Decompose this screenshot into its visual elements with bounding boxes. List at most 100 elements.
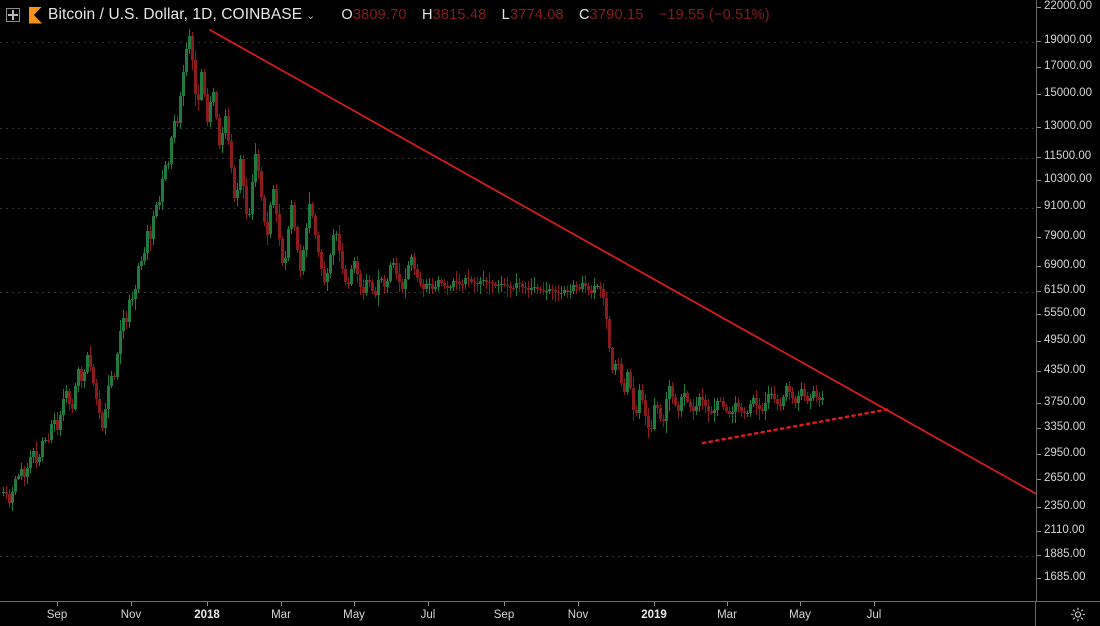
time-tick-mark bbox=[57, 602, 58, 606]
candle-body bbox=[71, 403, 74, 409]
candle-body bbox=[377, 279, 380, 296]
candle-body bbox=[530, 288, 533, 290]
candle-body bbox=[779, 403, 782, 407]
price-tick-mark bbox=[1037, 157, 1041, 158]
candle-body bbox=[353, 261, 356, 269]
candle-body bbox=[17, 475, 20, 479]
candle-body bbox=[293, 204, 296, 228]
time-tick-label: May bbox=[343, 609, 365, 621]
candle-body bbox=[410, 257, 413, 265]
candle-body bbox=[200, 72, 203, 100]
time-tick-label: Mar bbox=[717, 609, 737, 621]
candle-body bbox=[728, 411, 731, 414]
candle-body bbox=[494, 284, 497, 286]
gridline bbox=[0, 292, 1036, 293]
candle-body bbox=[761, 408, 764, 411]
candle-wick bbox=[708, 399, 709, 423]
candle-body bbox=[452, 280, 455, 288]
candle-body bbox=[113, 375, 116, 377]
candle-body bbox=[464, 278, 467, 285]
candle-body bbox=[443, 282, 446, 287]
price-tick-mark bbox=[1037, 127, 1041, 128]
price-tick-mark bbox=[1037, 41, 1041, 42]
candle-body bbox=[290, 204, 293, 230]
gear-icon[interactable] bbox=[1070, 606, 1087, 623]
candle-body bbox=[95, 383, 98, 399]
candle-body bbox=[257, 153, 260, 172]
candle-wick bbox=[561, 286, 562, 300]
candle-body bbox=[518, 282, 521, 284]
candle-body bbox=[101, 412, 104, 428]
candle-wick bbox=[543, 281, 544, 295]
candle-body bbox=[533, 287, 536, 289]
candle-body bbox=[356, 261, 359, 274]
candle-body bbox=[536, 287, 539, 289]
candle-body bbox=[344, 269, 347, 283]
candle-body bbox=[176, 120, 179, 124]
ascending-support-trendline[interactable] bbox=[701, 407, 892, 445]
time-tick-mark bbox=[354, 602, 355, 606]
candle-body bbox=[575, 285, 578, 288]
candle-body bbox=[236, 190, 239, 198]
descending-trendline[interactable] bbox=[209, 29, 1036, 496]
candle-body bbox=[80, 369, 83, 381]
axis-divider bbox=[1035, 602, 1036, 626]
candle-body bbox=[473, 281, 476, 284]
candle-body bbox=[737, 402, 740, 408]
time-axis[interactable]: Sep Nov 2018 Mar May Jul Sep Nov 2019 Mar May Jul bbox=[0, 601, 1100, 626]
price-tick-mark bbox=[1037, 237, 1041, 238]
candle-body bbox=[707, 406, 710, 411]
candle-body bbox=[119, 331, 122, 354]
candle-body bbox=[272, 189, 275, 206]
candle-body bbox=[704, 399, 707, 407]
candle-body bbox=[215, 92, 218, 118]
candle-body bbox=[53, 419, 56, 425]
candle-wick bbox=[480, 277, 481, 294]
candle-wick bbox=[636, 405, 637, 416]
candle-body bbox=[641, 390, 644, 400]
price-tick-mark bbox=[1037, 94, 1041, 95]
candle-body bbox=[659, 407, 662, 419]
candle-body bbox=[506, 284, 509, 287]
candle-body bbox=[164, 165, 167, 179]
time-tick-mark bbox=[281, 602, 282, 606]
candle-body bbox=[806, 395, 809, 401]
candle-body bbox=[740, 407, 743, 411]
candle-body bbox=[20, 469, 23, 476]
candle-body bbox=[608, 318, 611, 349]
price-tick-label: 4950.00 bbox=[1044, 334, 1086, 346]
time-tick-mark bbox=[131, 602, 132, 606]
candle-body bbox=[347, 282, 350, 285]
candle-body bbox=[782, 397, 785, 407]
candle-body bbox=[263, 197, 266, 223]
candle-body bbox=[161, 178, 164, 203]
time-tick-label: Jul bbox=[420, 609, 436, 621]
candle-wick bbox=[3, 486, 4, 496]
candle-body bbox=[242, 159, 245, 187]
price-tick-mark bbox=[1037, 371, 1041, 372]
time-tick-label: Sep bbox=[46, 609, 68, 621]
candle-body bbox=[122, 317, 125, 332]
candle-body bbox=[698, 396, 701, 406]
candle-body bbox=[437, 279, 440, 287]
candle-wick bbox=[759, 398, 760, 420]
price-tick-label: 7900.00 bbox=[1044, 230, 1086, 242]
candle-body bbox=[86, 355, 89, 373]
chart-plot-area[interactable] bbox=[0, 0, 1036, 601]
candle-body bbox=[269, 205, 272, 235]
candle-body bbox=[509, 286, 512, 288]
candle-body bbox=[110, 375, 113, 386]
candle-body bbox=[29, 456, 32, 469]
candle-body bbox=[50, 424, 53, 441]
time-tick-mark bbox=[874, 602, 875, 606]
candle-body bbox=[584, 283, 587, 287]
price-tick-mark bbox=[1037, 7, 1041, 8]
candle-body bbox=[359, 273, 362, 288]
candle-body bbox=[62, 398, 65, 416]
candle-body bbox=[554, 290, 557, 292]
candle-body bbox=[647, 415, 650, 429]
price-axis[interactable]: 22000.00 19000.00 17000.00 15000.00 13000.00… bbox=[1036, 0, 1100, 601]
candle-body bbox=[512, 287, 515, 289]
candle-body bbox=[689, 401, 692, 408]
candle-wick bbox=[552, 285, 553, 300]
